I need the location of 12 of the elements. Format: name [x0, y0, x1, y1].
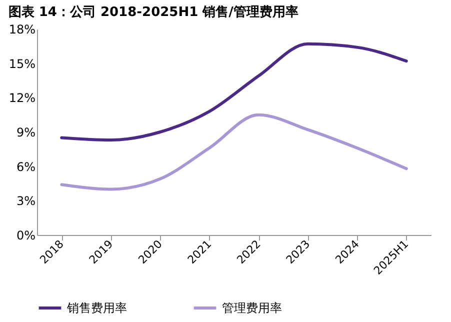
- line-series: [60, 113, 408, 191]
- y-tick-label: 18%: [8, 22, 36, 36]
- y-tick-label: 0%: [16, 228, 36, 242]
- legend-label: 管理费用率: [222, 301, 282, 315]
- y-tick-label: 3%: [16, 194, 36, 208]
- y-tick-label: 6%: [16, 160, 36, 174]
- legend-label: 销售费用率: [66, 301, 127, 315]
- chart-title: 图表 14：公司 2018-2025H1 销售/管理费用率: [8, 4, 298, 20]
- y-tick-label: 12%: [8, 91, 36, 106]
- y-tick-label: 15%: [8, 56, 36, 71]
- line-series: [60, 42, 408, 142]
- y-tick-label: 9%: [16, 126, 36, 140]
